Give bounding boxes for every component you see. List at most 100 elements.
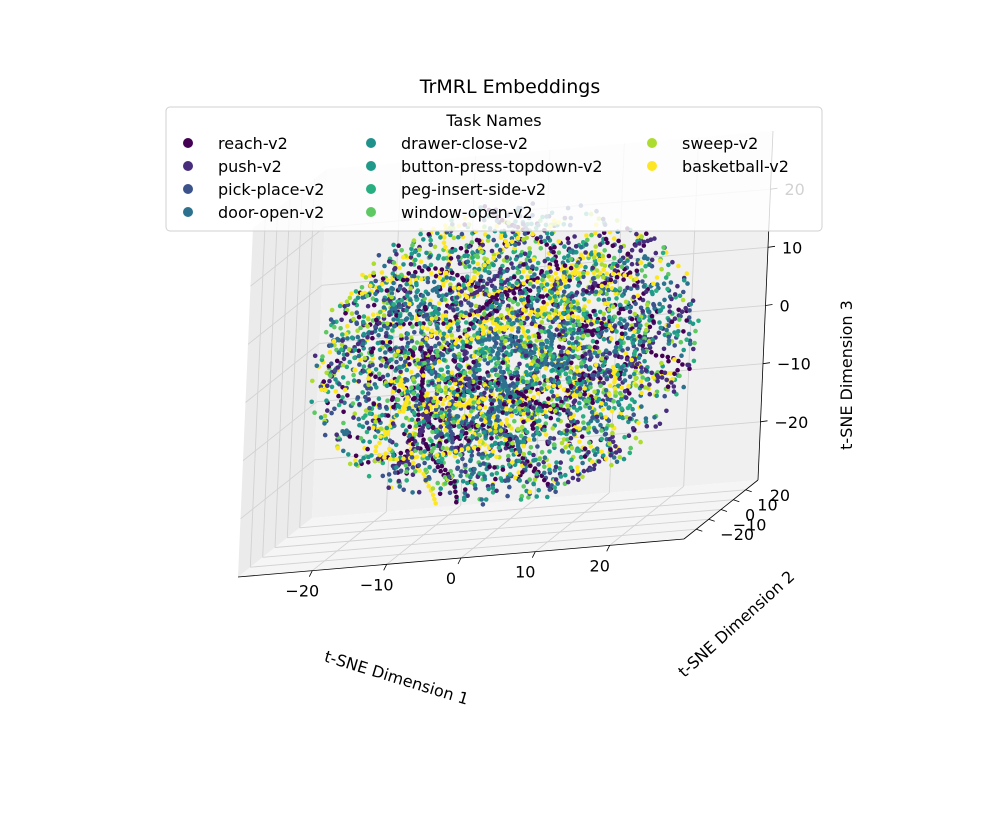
scatter-point bbox=[472, 466, 477, 472]
scatter-point bbox=[411, 391, 416, 396]
scatter-point bbox=[509, 447, 514, 453]
scatter-point bbox=[520, 470, 525, 475]
scatter-point bbox=[427, 464, 432, 470]
scatter-point bbox=[545, 494, 550, 500]
scatter-point bbox=[459, 289, 465, 294]
scatter-point bbox=[633, 383, 639, 388]
scatter-point bbox=[623, 395, 629, 401]
scatter-point bbox=[329, 410, 334, 416]
scatter-point bbox=[486, 234, 491, 239]
scatter-point bbox=[458, 380, 463, 386]
scatter-point bbox=[589, 321, 594, 327]
scatter-point bbox=[456, 234, 461, 240]
scatter-point bbox=[380, 276, 386, 282]
scatter-point bbox=[442, 297, 448, 302]
scatter-point bbox=[408, 255, 414, 260]
scatter-point bbox=[604, 348, 609, 354]
scatter-point bbox=[447, 347, 453, 353]
scatter-point bbox=[439, 376, 445, 381]
scatter-point bbox=[433, 273, 439, 279]
scatter-point bbox=[555, 276, 560, 281]
scatter-point bbox=[364, 429, 370, 435]
scatter-point bbox=[681, 329, 686, 334]
scatter-point bbox=[492, 327, 498, 333]
scatter-point bbox=[530, 405, 536, 411]
scatter-point bbox=[440, 336, 446, 341]
scatter-point bbox=[388, 378, 394, 384]
scatter-point bbox=[446, 417, 452, 422]
scatter-point bbox=[429, 328, 435, 334]
scatter-point bbox=[399, 298, 405, 303]
scatter-point bbox=[454, 494, 459, 500]
grid-line-y-floor bbox=[287, 499, 734, 539]
scatter-point bbox=[579, 434, 585, 439]
scatter-point bbox=[453, 247, 458, 253]
scatter-point bbox=[623, 299, 629, 305]
scatter-point bbox=[512, 475, 518, 481]
scatter-point bbox=[484, 386, 489, 391]
scatter-point bbox=[512, 246, 517, 251]
scatter-point bbox=[640, 343, 645, 349]
scatter-point bbox=[476, 238, 482, 243]
scatter-point bbox=[419, 330, 424, 335]
scatter-point bbox=[539, 329, 544, 334]
scatter-point bbox=[660, 305, 666, 310]
scatter-point bbox=[681, 278, 687, 283]
scatter-point bbox=[587, 313, 593, 319]
scatter-point bbox=[538, 234, 543, 240]
scatter-point bbox=[329, 361, 334, 367]
scatter-point bbox=[376, 396, 382, 402]
scatter-point bbox=[552, 468, 558, 473]
scatter-point bbox=[398, 369, 403, 375]
scatter-point bbox=[447, 380, 453, 386]
scatter-point bbox=[548, 277, 554, 283]
scatter-point bbox=[329, 343, 334, 348]
scatter-point bbox=[580, 292, 585, 297]
scatter-point bbox=[432, 395, 438, 401]
scatter-point bbox=[643, 289, 649, 295]
y-tick-label: −10 bbox=[733, 515, 767, 534]
scatter-point bbox=[591, 448, 597, 454]
scatter-point bbox=[629, 357, 634, 363]
scatter-point bbox=[622, 288, 628, 294]
scatter-point bbox=[366, 391, 371, 396]
scatter-point bbox=[439, 352, 445, 357]
scatter-point bbox=[370, 425, 376, 431]
scatter-point bbox=[482, 268, 488, 273]
scatter-point bbox=[423, 477, 429, 483]
scatter-point bbox=[510, 299, 516, 305]
scatter-point bbox=[565, 236, 571, 241]
scatter-point bbox=[575, 465, 580, 470]
scatter-point bbox=[598, 289, 603, 295]
scatter-point bbox=[687, 366, 692, 372]
legend-frame bbox=[165, 106, 823, 232]
scatter-point bbox=[436, 311, 441, 317]
scatter-point bbox=[385, 413, 391, 418]
scatter-point bbox=[556, 250, 562, 255]
scatter-point bbox=[684, 337, 689, 343]
scatter-point bbox=[417, 401, 423, 407]
scatter-point bbox=[349, 335, 355, 341]
scatter-point bbox=[574, 381, 580, 387]
scatter-point bbox=[543, 409, 548, 414]
scatter-point bbox=[361, 364, 367, 369]
scatter-point bbox=[452, 354, 458, 360]
scatter-point bbox=[651, 303, 657, 308]
scatter-point bbox=[404, 293, 410, 299]
scatter-point bbox=[465, 259, 471, 265]
scatter-point bbox=[680, 362, 685, 367]
scatter-point bbox=[345, 380, 351, 386]
scatter-point bbox=[447, 287, 453, 293]
scatter-point bbox=[530, 382, 536, 387]
scatter-point bbox=[606, 296, 612, 302]
scatter-point bbox=[401, 409, 406, 414]
scatter-point bbox=[548, 315, 553, 321]
scatter-point bbox=[515, 235, 521, 241]
scatter-point bbox=[477, 405, 483, 410]
scatter-point bbox=[404, 308, 409, 313]
scatter-point bbox=[469, 336, 474, 342]
scatter-point bbox=[544, 282, 550, 287]
scatter-point bbox=[455, 327, 461, 333]
scatter-point bbox=[482, 357, 488, 363]
scatter-point bbox=[380, 473, 386, 479]
